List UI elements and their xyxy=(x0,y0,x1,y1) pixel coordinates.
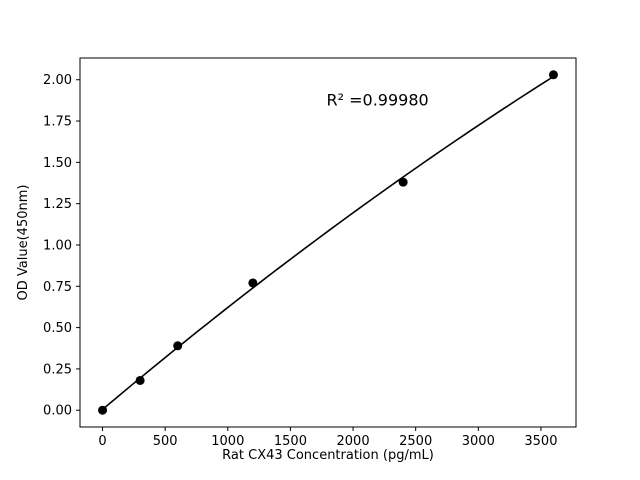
y-axis-label: OD Value(450nm) xyxy=(16,185,31,301)
y-tick-label: 2.00 xyxy=(43,73,72,88)
y-tick-label: 0.75 xyxy=(43,280,72,295)
y-tick-label: 1.25 xyxy=(43,197,72,212)
data-point xyxy=(398,177,408,187)
x-tick-label: 500 xyxy=(153,434,178,449)
y-tick-label: 1.00 xyxy=(43,238,72,253)
y-tick-label: 0.00 xyxy=(43,404,72,419)
y-tick-label: 0.50 xyxy=(43,321,72,336)
y-tick-label: 0.25 xyxy=(43,362,72,377)
x-axis-label: Rat CX43 Concentration (pg/mL) xyxy=(222,448,434,463)
x-tick-label: 2000 xyxy=(337,434,370,449)
data-point xyxy=(135,375,145,385)
x-tick-label: 3000 xyxy=(462,434,495,449)
x-tick-label: 1500 xyxy=(274,434,307,449)
data-point xyxy=(98,405,108,415)
axes-spines xyxy=(79,57,577,428)
x-tick-label: 0 xyxy=(98,434,106,449)
data-point xyxy=(173,341,183,351)
data-point xyxy=(548,70,558,80)
x-tick-label: 2500 xyxy=(399,434,432,449)
data-point xyxy=(248,278,258,288)
x-tick-label: 1000 xyxy=(211,434,244,449)
y-tick-label: 1.50 xyxy=(43,156,72,171)
annotation-r-squared: R² =0.99980 xyxy=(327,90,429,109)
y-tick-label: 1.75 xyxy=(43,115,72,130)
x-tick-label: 3500 xyxy=(524,434,557,449)
